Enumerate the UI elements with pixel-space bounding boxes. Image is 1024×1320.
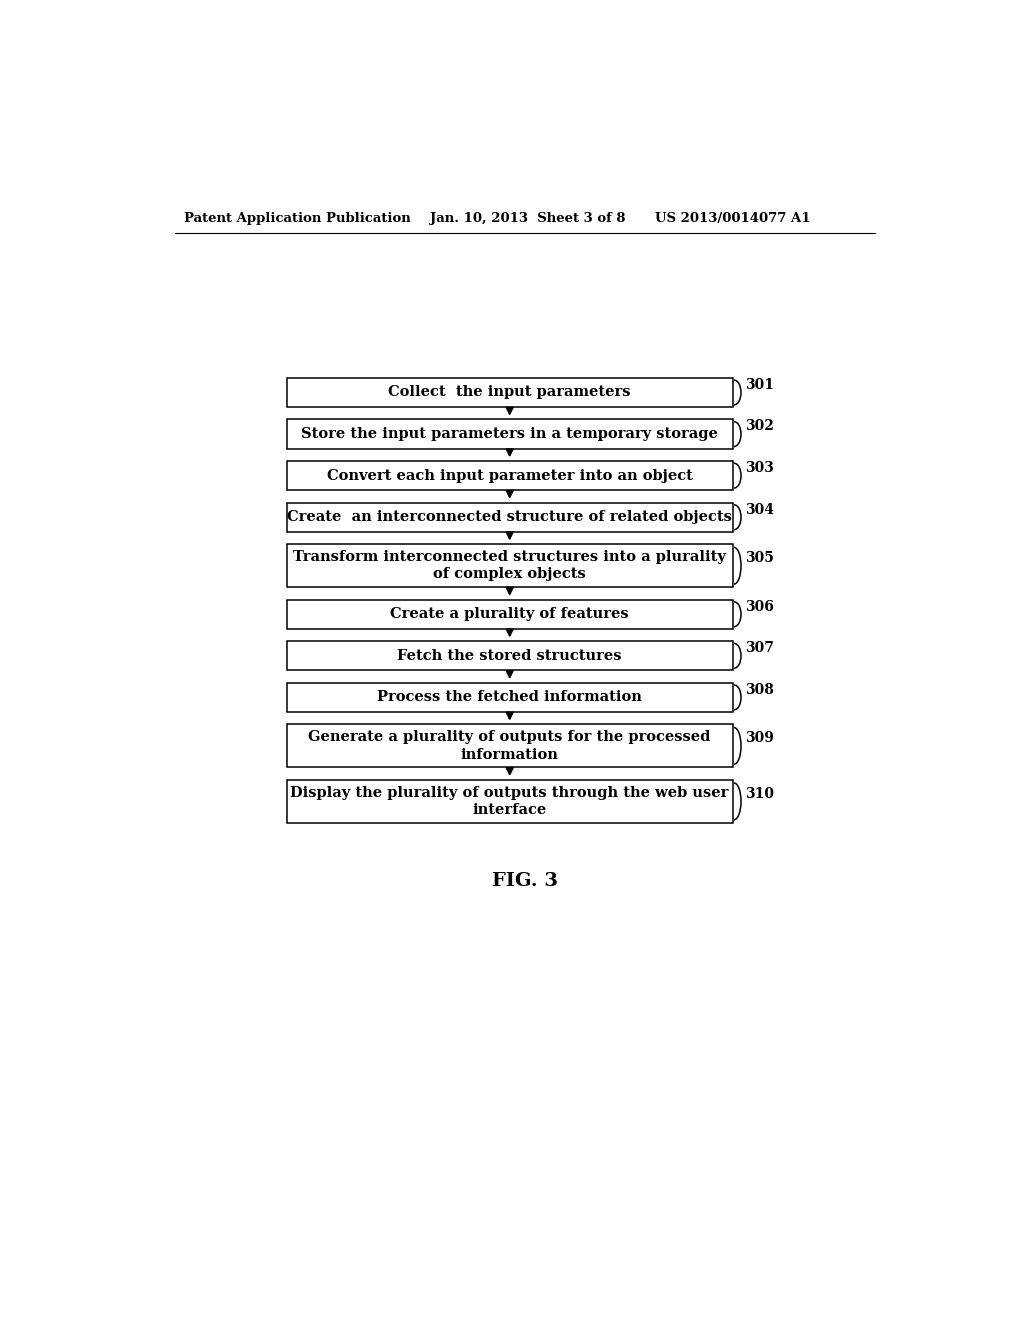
Bar — [287, 780, 732, 822]
Text: Convert each input parameter into an object: Convert each input parameter into an obj… — [327, 469, 692, 483]
Text: US 2013/0014077 A1: US 2013/0014077 A1 — [655, 213, 811, 224]
Text: 302: 302 — [744, 420, 774, 433]
Text: 307: 307 — [744, 642, 774, 655]
Text: Display the plurality of outputs through the web user
interface: Display the plurality of outputs through… — [291, 785, 729, 817]
Text: Create a plurality of features: Create a plurality of features — [390, 607, 629, 622]
Text: 310: 310 — [744, 787, 774, 801]
Bar — [287, 378, 732, 407]
Text: Generate a plurality of outputs for the processed
information: Generate a plurality of outputs for the … — [308, 730, 711, 762]
Text: 305: 305 — [744, 550, 774, 565]
Bar — [287, 642, 732, 671]
Text: Transform interconnected structures into a plurality
of complex objects: Transform interconnected structures into… — [293, 550, 726, 581]
Text: Fetch the stored structures: Fetch the stored structures — [397, 649, 622, 663]
Text: 306: 306 — [744, 599, 774, 614]
Bar — [287, 725, 732, 767]
Bar — [287, 420, 732, 449]
Text: 309: 309 — [744, 731, 774, 746]
Text: Process the fetched information: Process the fetched information — [377, 690, 642, 705]
Text: 308: 308 — [744, 682, 774, 697]
Text: Patent Application Publication: Patent Application Publication — [183, 213, 411, 224]
Text: FIG. 3: FIG. 3 — [492, 871, 558, 890]
Bar — [287, 682, 732, 711]
Text: Jan. 10, 2013  Sheet 3 of 8: Jan. 10, 2013 Sheet 3 of 8 — [430, 213, 626, 224]
Text: Create  an interconnected structure of related objects: Create an interconnected structure of re… — [288, 511, 732, 524]
Bar — [287, 599, 732, 628]
Text: Collect  the input parameters: Collect the input parameters — [388, 385, 631, 400]
Bar — [287, 503, 732, 532]
Text: Store the input parameters in a temporary storage: Store the input parameters in a temporar… — [301, 428, 718, 441]
Bar — [287, 544, 732, 587]
Text: 301: 301 — [744, 378, 774, 392]
Text: 303: 303 — [744, 461, 774, 475]
Bar — [287, 461, 732, 490]
Text: 304: 304 — [744, 503, 774, 516]
